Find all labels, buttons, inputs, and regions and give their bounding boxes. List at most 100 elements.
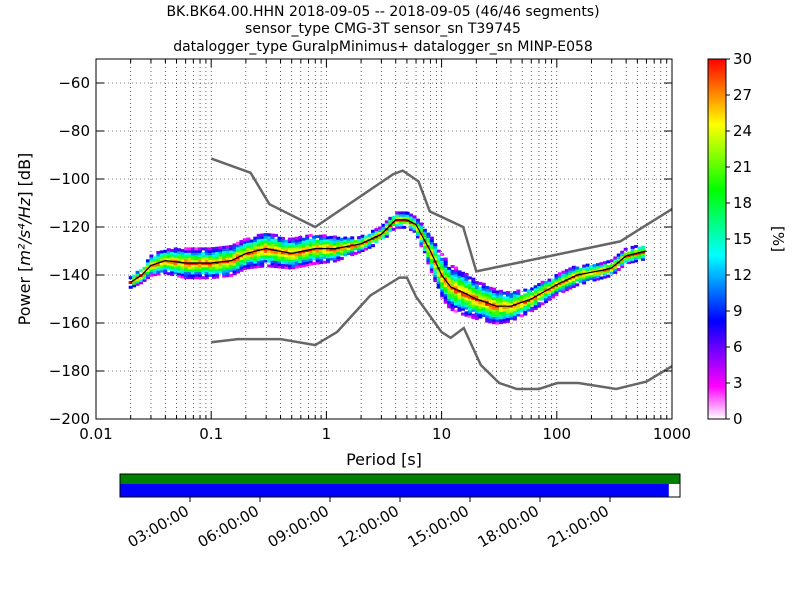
colorbar-tick-label: 27	[733, 86, 752, 104]
psd-cell	[402, 216, 407, 220]
psd-cell	[433, 245, 438, 249]
psd-cell	[294, 263, 299, 267]
psd-cell	[454, 276, 459, 280]
psd-cell	[454, 280, 459, 284]
y-axis-label: Power [m²/s⁴/Hz] [dB]	[15, 153, 34, 326]
psd-cell	[557, 279, 562, 283]
psd-cell	[398, 223, 403, 227]
psd-cell	[253, 265, 258, 269]
psd-cell	[460, 271, 465, 275]
psd-cell	[537, 304, 542, 308]
psd-cell	[533, 292, 538, 296]
psd-cell	[443, 257, 448, 261]
psd-cell	[329, 245, 334, 249]
psd-cell	[204, 273, 209, 277]
psd-cell	[460, 286, 465, 290]
psd-cell	[436, 256, 441, 260]
psd-cell	[253, 246, 258, 250]
psd-cell	[422, 240, 427, 244]
psd-cell	[274, 257, 279, 261]
psd-cell	[360, 244, 365, 248]
psd-cell	[287, 237, 292, 241]
psd-cell	[568, 281, 573, 285]
psd-cell	[270, 236, 275, 240]
psd-cell	[464, 280, 469, 284]
psd-cell	[571, 268, 576, 272]
psd-cell	[395, 216, 400, 220]
psd-cell	[197, 266, 202, 270]
psd-cell	[460, 295, 465, 299]
psd-cell	[533, 297, 538, 301]
psd-cell	[474, 295, 479, 299]
psd-cell	[447, 302, 452, 306]
psd-cell	[229, 266, 234, 270]
psd-cell	[495, 300, 500, 304]
psd-cell	[492, 299, 497, 303]
nhnm-line	[210, 157, 672, 273]
psd-cell	[149, 256, 154, 260]
psd-cell	[471, 301, 476, 305]
psd-cell	[267, 235, 272, 239]
psd-cell	[329, 243, 334, 247]
psd-cell	[623, 252, 628, 256]
psd-cell	[575, 268, 580, 272]
psd-cell	[132, 277, 137, 281]
psd-cell	[544, 292, 549, 296]
psd-cell	[235, 263, 240, 267]
psd-cell	[613, 256, 618, 260]
psd-cell	[301, 247, 306, 251]
psd-cell	[409, 227, 414, 231]
psd-cell	[218, 267, 223, 271]
psd-cell	[485, 312, 490, 316]
psd-cell	[426, 237, 431, 241]
psd-cell	[201, 257, 206, 260]
psd-cell	[530, 306, 535, 310]
psd-cell	[149, 266, 154, 270]
psd-cell	[478, 305, 483, 309]
psd-cell	[582, 281, 587, 285]
psd-cell	[142, 276, 147, 280]
psd-cell	[357, 238, 362, 242]
psd-cell	[471, 277, 476, 281]
psd-cell	[229, 257, 234, 261]
psd-cell	[426, 254, 431, 258]
psd-cell	[537, 285, 542, 289]
psd-cell	[540, 285, 545, 289]
psd-cell	[481, 297, 486, 301]
psd-cell	[485, 305, 490, 309]
psd-cell	[287, 244, 292, 248]
psd-cell	[578, 275, 583, 279]
psd-cell	[589, 272, 594, 276]
psd-cell	[474, 285, 479, 289]
psd-cell	[550, 290, 555, 294]
psd-cell	[433, 252, 438, 256]
psd-cell	[336, 239, 341, 243]
psd-cell	[267, 242, 272, 246]
psd-cell	[447, 305, 452, 309]
psd-cell	[391, 223, 396, 227]
psd-cell	[447, 271, 452, 275]
psd-cell	[495, 302, 500, 306]
psd-cell	[488, 294, 493, 298]
psd-cell	[429, 258, 434, 262]
psd-cell	[374, 228, 379, 232]
psd-cell	[485, 300, 490, 304]
psd-cell	[239, 261, 244, 265]
psd-cell	[208, 259, 213, 263]
psd-cell	[412, 220, 417, 224]
psd-cell	[229, 254, 234, 258]
psd-cell	[277, 246, 282, 250]
psd-cell	[325, 253, 330, 257]
psd-cell	[197, 269, 202, 272]
psd-cell	[332, 245, 337, 249]
psd-cell	[512, 305, 517, 309]
psd-cell	[606, 260, 611, 264]
psd-cell	[509, 309, 514, 313]
psd-cell	[505, 303, 510, 307]
psd-cell	[263, 233, 268, 237]
psd-cell	[415, 221, 420, 225]
psd-cell	[620, 260, 625, 264]
psd-cell	[526, 291, 531, 295]
psd-cell	[519, 309, 524, 313]
psd-cell	[225, 255, 230, 259]
